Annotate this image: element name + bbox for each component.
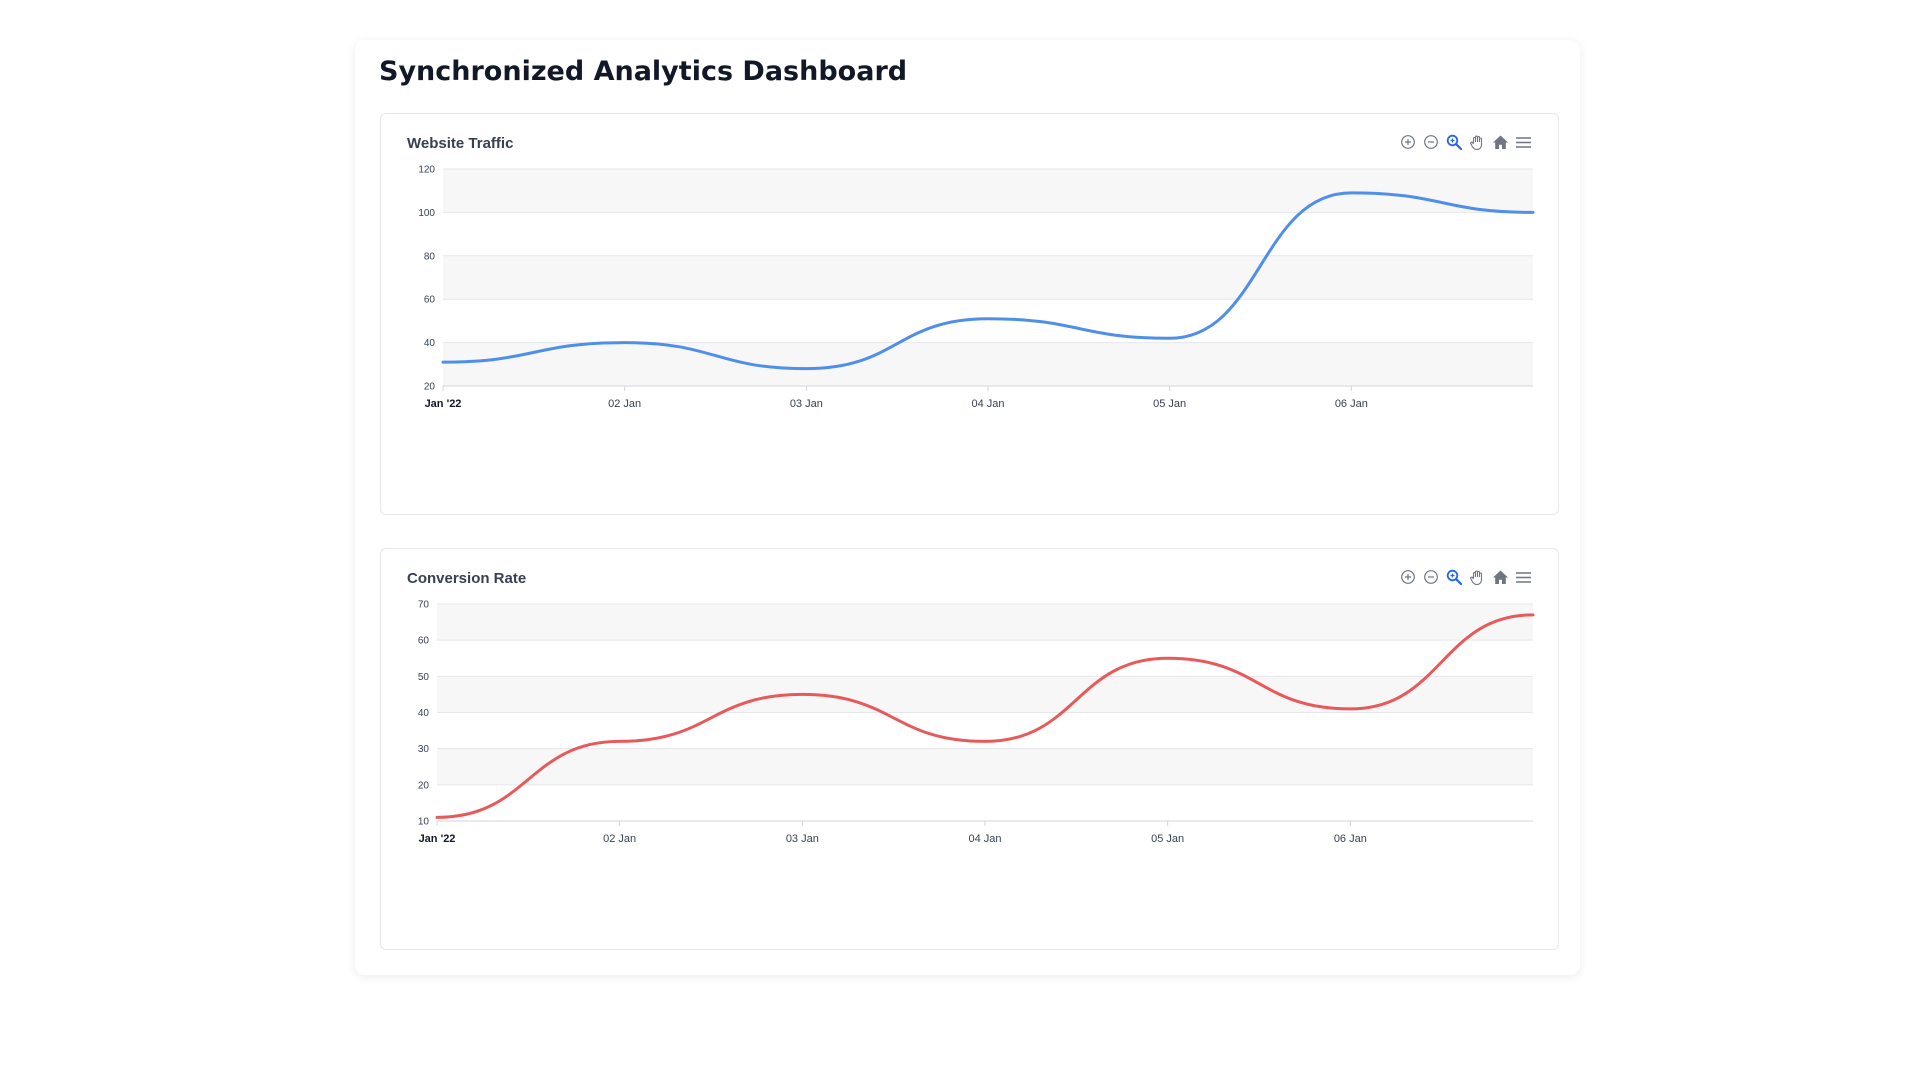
x-tick-label: 05 Jan [1153, 398, 1186, 410]
grid-band [443, 342, 1533, 386]
y-tick-label: 120 [418, 165, 435, 176]
data-point[interactable] [1166, 334, 1174, 342]
x-tick-label: 05 Jan [1151, 833, 1184, 845]
data-point[interactable] [798, 690, 806, 698]
y-tick-label: 20 [424, 382, 436, 393]
y-tick-label: 40 [418, 708, 430, 719]
menu-icon[interactable] [1513, 132, 1533, 152]
x-tick-label: Jan '22 [419, 833, 456, 845]
y-tick-label: 60 [418, 636, 430, 647]
dashboard-card: Synchronized Analytics Dashboard Website… [355, 40, 1580, 975]
y-tick-label: 40 [424, 338, 436, 349]
grid-band [437, 748, 1533, 785]
data-point[interactable] [433, 813, 441, 821]
data-point[interactable] [1529, 611, 1537, 619]
conversion-rate-panel: Conversion Rate 10 20 30 40 50 60 70 Jan '22 02 … [380, 548, 1559, 950]
reset-home-icon[interactable] [1490, 132, 1510, 152]
x-tick-label: 04 Jan [971, 398, 1004, 410]
selection-zoom-icon[interactable] [1444, 132, 1464, 152]
conversion-rate-chart[interactable]: 10 20 30 40 50 60 70 Jan '22 02 Jan 03 Jan 04 Jan 0… [381, 549, 1558, 949]
x-tick-label: Jan '22 [425, 398, 462, 410]
menu-icon[interactable] [1513, 567, 1533, 587]
website-traffic-chart[interactable]: 20 40 60 80 100 120 Jan '22 02 Jan 03 Jan 04 Jan 0… [381, 114, 1558, 514]
data-point[interactable] [1529, 208, 1537, 216]
y-tick-label: 10 [418, 817, 430, 828]
y-tick-label: 30 [418, 744, 430, 755]
chart-toolbar [1398, 567, 1533, 587]
data-point[interactable] [616, 737, 624, 745]
data-point[interactable] [1164, 654, 1172, 662]
y-tick-label: 80 [424, 251, 436, 262]
y-tick-label: 100 [418, 208, 435, 219]
reset-home-icon[interactable] [1490, 567, 1510, 587]
x-tick-label: 04 Jan [968, 833, 1001, 845]
data-point[interactable] [981, 737, 989, 745]
y-tick-label: 20 [418, 780, 430, 791]
data-point[interactable] [1347, 189, 1355, 197]
x-tick-label: 03 Jan [790, 398, 823, 410]
pan-hand-icon[interactable] [1467, 567, 1487, 587]
data-point[interactable] [439, 358, 447, 366]
zoom-in-icon[interactable] [1398, 567, 1418, 587]
pan-hand-icon[interactable] [1467, 132, 1487, 152]
x-tick-label: 03 Jan [786, 833, 819, 845]
x-tick-label: 02 Jan [608, 398, 641, 410]
data-point[interactable] [984, 315, 992, 323]
chart-title: Website Traffic [407, 135, 514, 152]
series-line[interactable] [441, 191, 1535, 371]
grid-band [437, 604, 1533, 641]
x-tick-label: 06 Jan [1334, 833, 1367, 845]
grid-band [443, 255, 1533, 300]
x-tick-label: 06 Jan [1335, 398, 1368, 410]
zoom-out-icon[interactable] [1421, 567, 1441, 587]
page-title: Synchronized Analytics Dashboard [379, 56, 908, 87]
y-tick-label: 50 [418, 672, 430, 683]
grid-band [437, 676, 1533, 713]
data-point[interactable] [1346, 705, 1354, 713]
chart-toolbar [1398, 132, 1533, 152]
chart-title: Conversion Rate [407, 570, 527, 587]
series-line[interactable] [435, 613, 1535, 819]
y-tick-label: 60 [424, 295, 436, 306]
selection-zoom-icon[interactable] [1444, 567, 1464, 587]
website-traffic-panel: Website Traffic 20 40 60 80 100 120 Jan '22 02 … [380, 113, 1559, 515]
grid-band [443, 169, 1533, 213]
zoom-in-icon[interactable] [1398, 132, 1418, 152]
zoom-out-icon[interactable] [1421, 132, 1441, 152]
y-tick-label: 70 [418, 600, 430, 611]
data-point[interactable] [802, 365, 810, 373]
x-tick-label: 02 Jan [603, 833, 636, 845]
data-point[interactable] [621, 339, 629, 347]
